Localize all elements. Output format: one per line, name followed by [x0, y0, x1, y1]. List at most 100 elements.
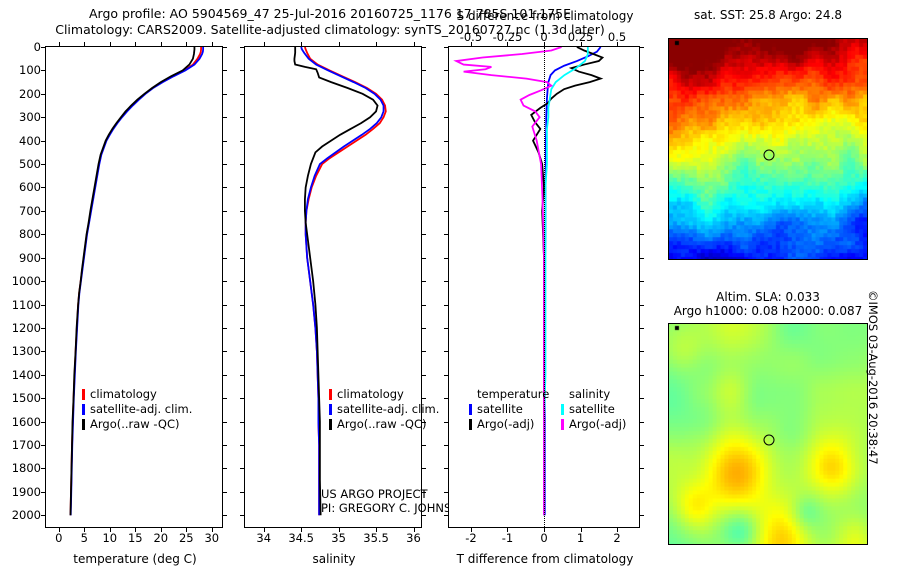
depth-tick: [444, 70, 449, 72]
depth-tick-label: 1000: [11, 274, 41, 289]
legend-item: climatology: [329, 387, 439, 402]
sst-map[interactable]: -12-14-16-18-20-229698100102104106: [668, 38, 868, 260]
depth-tick: [421, 398, 426, 400]
temperature-legend: climatology satellite-adj. clim. Argo(..ra…: [82, 387, 192, 432]
axis-tick: [301, 527, 303, 532]
depth-tick: [444, 187, 449, 189]
depth-tick: [222, 468, 227, 470]
depth-tick: [639, 281, 644, 283]
axis-tick-label: 0: [540, 30, 548, 44]
depth-tick-label: 100: [19, 63, 41, 78]
longitude-tick: [816, 38, 817, 39]
depth-tick: [639, 398, 644, 400]
axis-tick: [338, 42, 340, 47]
latitude-tick: [867, 159, 868, 160]
depth-tick: [421, 257, 426, 259]
profile-location-marker: [763, 149, 775, 161]
axis-tick: [338, 527, 340, 532]
depth-tick: [421, 374, 426, 376]
legend-swatch: [329, 419, 332, 430]
legend-label: Argo(..raw -QC): [337, 417, 427, 431]
depth-tick: [444, 234, 449, 236]
depth-tick: [639, 445, 644, 447]
latitude-tick: [867, 81, 868, 82]
axis-tick-label: 20: [153, 531, 169, 545]
axis-tick: [617, 527, 619, 532]
legend-header: salinity: [569, 387, 611, 401]
depth-tick: [421, 351, 426, 353]
depth-tick-label: 1800: [11, 461, 41, 476]
depth-tick: [222, 351, 227, 353]
axis-tick-label: 15: [127, 531, 143, 545]
axis-tick: [58, 42, 60, 47]
depth-tick-label: 1500: [11, 391, 41, 406]
depth-tick: [240, 304, 245, 306]
difference-plot-area: [449, 47, 639, 527]
sla-map[interactable]: -12-14-16-18-20-229698100102104106: [668, 323, 868, 545]
depth-tick: [444, 140, 449, 142]
salinity-axis-title: salinity: [312, 552, 356, 566]
legend-label: climatology: [90, 387, 157, 401]
latitude-tick: [668, 482, 669, 483]
axis-tick-label: 0.5: [607, 30, 627, 44]
longitude-tick: [750, 259, 751, 260]
depth-tick: [421, 140, 426, 142]
difference-legend-temperature: temperature satellite Argo(-adj): [469, 387, 549, 432]
axis-tick: [211, 42, 213, 47]
depth-tick: [240, 140, 245, 142]
latitude-tick: [668, 366, 669, 367]
depth-tick: [639, 351, 644, 353]
depth-tick: [41, 164, 46, 166]
sla-map-container: Altim. SLA: 0.033 Argo h1000: 0.08 h2000…: [668, 290, 868, 570]
latitude-tick: [668, 120, 669, 121]
depth-tick: [240, 281, 245, 283]
depth-tick: [639, 164, 644, 166]
depth-tick: [222, 117, 227, 119]
legend-label: Argo(-adj): [477, 417, 535, 431]
depth-tick: [240, 164, 245, 166]
axis-tick: [109, 527, 111, 532]
depth-tick: [240, 491, 245, 493]
depth-tick: [41, 398, 46, 400]
latitude-tick: [668, 81, 669, 82]
depth-tick: [41, 304, 46, 306]
latitude-tick: [668, 405, 669, 406]
temperature-curves: [69, 47, 205, 516]
depth-tick: [444, 398, 449, 400]
legend-swatch: [561, 419, 564, 430]
axis-tick: [135, 527, 137, 532]
axis-tick: [413, 527, 415, 532]
axis-tick: [376, 42, 378, 47]
legend-swatch: [82, 404, 85, 415]
axis-tick-label: 35.5: [363, 531, 389, 545]
depth-tick: [222, 398, 227, 400]
profile-location-marker: [763, 434, 775, 446]
depth-tick: [222, 70, 227, 72]
depth-tick: [444, 327, 449, 329]
temperature-axis-title: temperature (deg C): [73, 552, 197, 566]
depth-tick: [444, 281, 449, 283]
depth-tick: [222, 445, 227, 447]
depth-tick-label: 1900: [11, 484, 41, 499]
legend-item: Argo(..raw -QC): [82, 417, 192, 432]
latitude-tick: [867, 120, 868, 121]
depth-tick: [222, 491, 227, 493]
depth-tick: [222, 374, 227, 376]
zero-reference-line: [544, 47, 545, 527]
depth-tick: [240, 421, 245, 423]
depth-tick: [240, 187, 245, 189]
axis-tick: [160, 527, 162, 532]
depth-tick-label: 700: [19, 203, 41, 218]
axis-tick-label: 0.25: [567, 30, 594, 44]
depth-tick: [41, 187, 46, 189]
longitude-tick: [684, 38, 685, 39]
depth-tick: [41, 234, 46, 236]
longitude-tick: [684, 544, 685, 545]
depth-tick: [639, 234, 644, 236]
depth-tick: [421, 421, 426, 423]
legend-item: Argo(..raw -QC): [329, 417, 439, 432]
legend-item: Argo(-adj): [561, 417, 626, 432]
credit-line-2: PI: GREGORY C. JOHNSON: [321, 501, 469, 515]
legend-item: satellite-adj. clim.: [329, 402, 439, 417]
depth-tick: [222, 210, 227, 212]
